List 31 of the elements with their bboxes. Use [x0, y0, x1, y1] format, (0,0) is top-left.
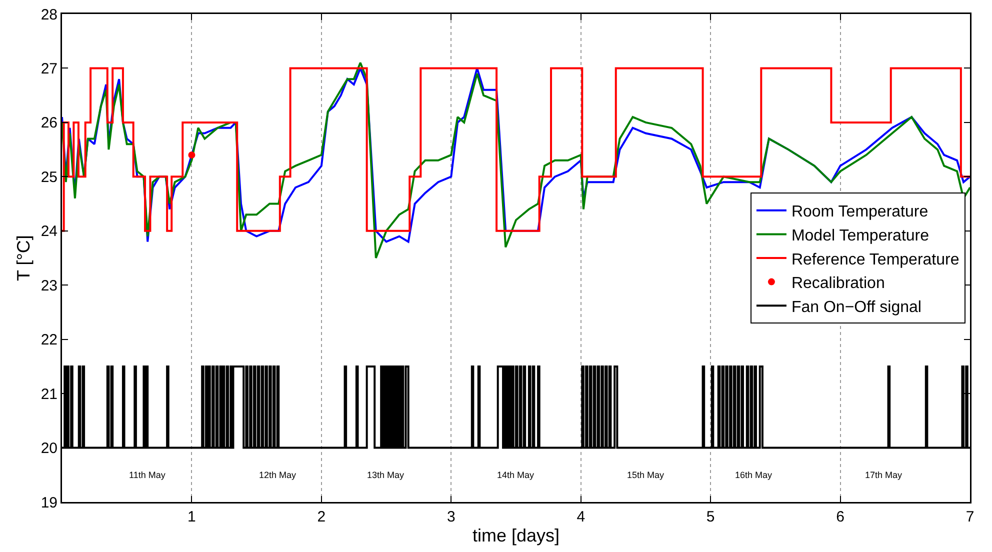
annotation: 13th May: [367, 470, 405, 480]
y-tick-label: 28: [40, 6, 58, 24]
annotation: 17th May: [865, 470, 903, 480]
legend-label: Model Temperature: [791, 227, 930, 244]
x-tick-label: 5: [706, 508, 715, 526]
legend-label: Reference Temperature: [791, 251, 960, 268]
annotation: 15th May: [627, 470, 665, 480]
x-tick-label: 4: [576, 508, 586, 526]
y-tick-label: 19: [40, 494, 58, 512]
legend-label: Room Temperature: [791, 204, 928, 221]
y-tick-label: 26: [40, 114, 58, 132]
y-tick-label: 21: [40, 386, 58, 403]
legend-label: Recalibration: [791, 275, 885, 292]
x-axis-title: time [days]: [472, 525, 560, 546]
annotation: 14th May: [497, 470, 535, 480]
x-tick-label: 2: [317, 508, 326, 526]
x-tick-label: 1: [188, 508, 196, 526]
y-tick-label: 27: [40, 60, 58, 78]
annotation: 11th May: [129, 470, 166, 480]
y-tick-label: 20: [40, 440, 58, 458]
y-tick-label: 25: [40, 168, 58, 186]
y-tick-label: 24: [40, 223, 58, 240]
annotation: 16th May: [735, 470, 773, 480]
x-tick-label: 3: [446, 508, 456, 526]
x-tick-label: 7: [966, 508, 974, 526]
y-tick-label: 23: [40, 277, 58, 294]
y-axis-title: T [°C]: [13, 235, 34, 281]
annotation: 12th May: [259, 470, 297, 480]
y-tick-label: 22: [40, 332, 58, 349]
x-tick-label: 6: [836, 508, 844, 526]
legend-label: Fan On−Off signal: [791, 298, 922, 316]
